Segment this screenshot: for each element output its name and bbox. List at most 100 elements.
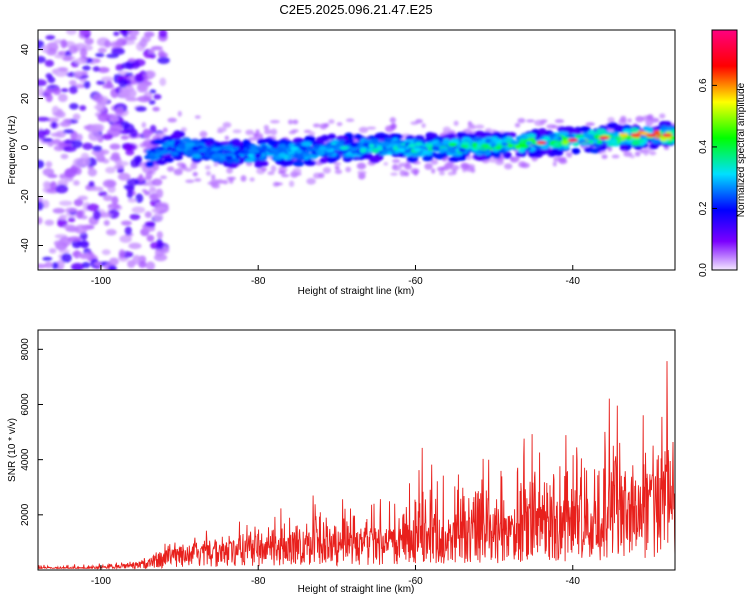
y-tick-label: -40 bbox=[20, 238, 31, 253]
spectrogram-blob bbox=[53, 145, 65, 152]
spectrogram-blob bbox=[153, 212, 164, 222]
spectrogram-blob bbox=[64, 176, 74, 182]
spectrogram-blob bbox=[138, 261, 147, 268]
spectrogram-blob bbox=[79, 30, 90, 36]
spectrogram-blob bbox=[124, 226, 132, 236]
spectrogram-blob bbox=[65, 30, 77, 35]
spectrogram-blob bbox=[217, 126, 227, 133]
spectrogram-blob bbox=[327, 133, 336, 140]
spectrogram-blob bbox=[270, 165, 277, 173]
spectrogram-blob bbox=[595, 128, 607, 134]
spectrogram-blob bbox=[534, 119, 544, 127]
spectrogram-blob bbox=[166, 166, 175, 172]
spectrogram-blob bbox=[649, 150, 657, 156]
spectrogram-blob bbox=[606, 142, 616, 147]
spectrogram-blob bbox=[449, 164, 460, 171]
spectrogram-blob bbox=[301, 141, 312, 147]
spectrogram-blob bbox=[69, 102, 79, 110]
spectrogram-blob bbox=[453, 120, 459, 126]
spectrogram-blob bbox=[471, 142, 478, 147]
spectrogram-blob bbox=[95, 52, 105, 58]
spectrogram-blob bbox=[65, 207, 78, 213]
spectrogram-blob bbox=[254, 160, 264, 169]
spectrogram-blob bbox=[59, 173, 67, 180]
figure-title: C2E5.2025.096.21.47.E25 bbox=[279, 2, 432, 17]
spectrogram-blob bbox=[104, 40, 111, 48]
spectrogram-blob bbox=[44, 261, 53, 269]
spectrogram-blob bbox=[376, 142, 384, 146]
spectrogram-blob bbox=[92, 93, 104, 102]
spectrogram-blob bbox=[42, 199, 50, 209]
spectrogram-blob bbox=[98, 212, 112, 218]
spectrogram-blob bbox=[126, 190, 133, 199]
spectrogram-blob bbox=[62, 56, 73, 62]
spectrogram-blob bbox=[377, 146, 383, 152]
spectrogram-blob bbox=[158, 30, 168, 38]
spectrogram-blob bbox=[391, 133, 404, 140]
spectrogram-blob bbox=[519, 138, 526, 144]
snr-y-ticks: 2000 4000 6000 8000 bbox=[20, 338, 43, 526]
spectrogram-blob bbox=[192, 171, 198, 177]
spectrogram-blob bbox=[422, 155, 434, 162]
spectrogram-blob bbox=[663, 146, 670, 150]
spectrogram-blob bbox=[335, 135, 348, 142]
spectrogram-blob bbox=[546, 124, 557, 129]
spectrogram-blob bbox=[153, 138, 165, 145]
spectrogram-blob bbox=[394, 139, 405, 144]
spectrogram-blob bbox=[536, 140, 547, 145]
spectrogram-blob bbox=[153, 253, 168, 262]
spectrogram-blob bbox=[119, 30, 127, 35]
spectrogram-blob bbox=[69, 85, 78, 95]
spectrogram-blob bbox=[184, 167, 193, 172]
spectrogram-blob bbox=[448, 148, 457, 154]
spectrogram-blob bbox=[167, 117, 177, 123]
colorbar-label: Normalized spectral amplitude bbox=[736, 82, 747, 217]
colorbar-tick-label: 0.2 bbox=[698, 201, 709, 215]
spectrogram-blob bbox=[475, 124, 485, 129]
spectrogram-blob bbox=[619, 133, 629, 137]
spectrogram-blob bbox=[619, 145, 628, 151]
spectrogram-blob bbox=[472, 136, 483, 142]
spectrogram-blob bbox=[118, 78, 128, 89]
spectrogram-blob bbox=[291, 129, 299, 133]
spectrogram-blob bbox=[413, 169, 419, 176]
spectrogram-blob bbox=[635, 115, 644, 123]
spectrogram-blob bbox=[41, 45, 49, 54]
spectrogram-blob bbox=[334, 169, 343, 175]
spectrogram-blob bbox=[82, 142, 93, 150]
spectrogram-blob bbox=[74, 224, 88, 235]
spectrogram-blob bbox=[111, 47, 125, 56]
spectrogram-blob bbox=[113, 164, 125, 170]
spectrogram-blob bbox=[202, 146, 210, 150]
spectrogram-blob bbox=[274, 182, 283, 186]
spectrogram-blob bbox=[60, 39, 68, 49]
spectrogram-blob bbox=[501, 141, 508, 146]
spectrogram-x-label: Height of straight line (km) bbox=[298, 286, 415, 297]
spectrogram-blob bbox=[517, 117, 526, 124]
spectrogram-blob bbox=[130, 128, 138, 138]
spectrogram-blob bbox=[219, 154, 227, 160]
spectrogram-blob bbox=[313, 144, 320, 150]
spectrogram-blob bbox=[517, 143, 526, 147]
spectrogram-blob bbox=[144, 211, 152, 219]
spectrogram-blob bbox=[125, 97, 139, 102]
spectrogram-blob bbox=[82, 65, 91, 71]
spectrogram-blob bbox=[105, 229, 117, 236]
spectrogram-blob bbox=[457, 147, 466, 153]
spectrogram-blob bbox=[392, 159, 401, 164]
spectrogram-blob bbox=[240, 175, 247, 182]
spectrogram-blob bbox=[315, 150, 323, 154]
spectrogram-blob bbox=[249, 144, 260, 150]
spectrogram-blob bbox=[292, 160, 304, 167]
spectrogram-blob bbox=[163, 157, 174, 163]
spectrogram-blob bbox=[129, 213, 141, 220]
spectrogram-blob bbox=[123, 88, 137, 99]
spectrogram-blob bbox=[622, 128, 631, 135]
spectrogram-blob bbox=[180, 127, 187, 133]
spectrogram-blob bbox=[649, 143, 659, 150]
spectrogram-blob bbox=[141, 122, 147, 129]
spectrogram-blob bbox=[270, 128, 278, 136]
spectrogram-blob bbox=[83, 80, 91, 89]
spectrogram-blob bbox=[62, 224, 76, 230]
